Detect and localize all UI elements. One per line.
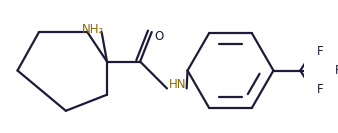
Text: F: F — [335, 64, 338, 77]
Text: HN: HN — [169, 78, 186, 91]
Text: NH₂: NH₂ — [81, 23, 104, 36]
Text: O: O — [154, 30, 164, 43]
Text: F: F — [317, 45, 324, 58]
Text: F: F — [317, 84, 324, 96]
